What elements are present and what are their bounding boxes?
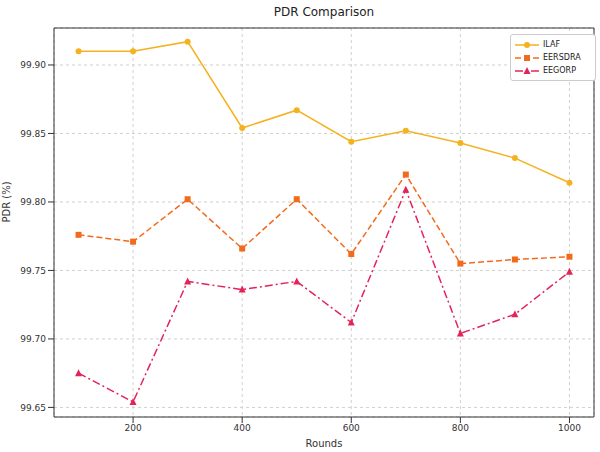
html-text:EEGORP: EEGORP xyxy=(543,66,576,75)
svg-text:99.90: 99.90 xyxy=(20,60,46,70)
svg-text:99.70: 99.70 xyxy=(20,334,46,344)
svg-text:400: 400 xyxy=(234,423,251,433)
svg-text:Rounds: Rounds xyxy=(306,438,343,449)
svg-text:1000: 1000 xyxy=(558,423,581,433)
svg-text:99.65: 99.65 xyxy=(20,403,46,413)
html-text:PDR Comparison: PDR Comparison xyxy=(273,5,375,19)
svg-text:99.80: 99.80 xyxy=(20,197,46,207)
svg-text:PDR (%): PDR (%) xyxy=(8,181,12,222)
svg-text:800: 800 xyxy=(452,423,469,433)
svg-text:200: 200 xyxy=(124,423,141,433)
html-text:ILAF: ILAF xyxy=(543,40,561,49)
svg-text:99.85: 99.85 xyxy=(20,129,46,139)
html-text:EERSDRA: EERSDRA xyxy=(543,53,581,62)
svg-text:600: 600 xyxy=(343,423,360,433)
svg-text:99.75: 99.75 xyxy=(20,266,46,276)
